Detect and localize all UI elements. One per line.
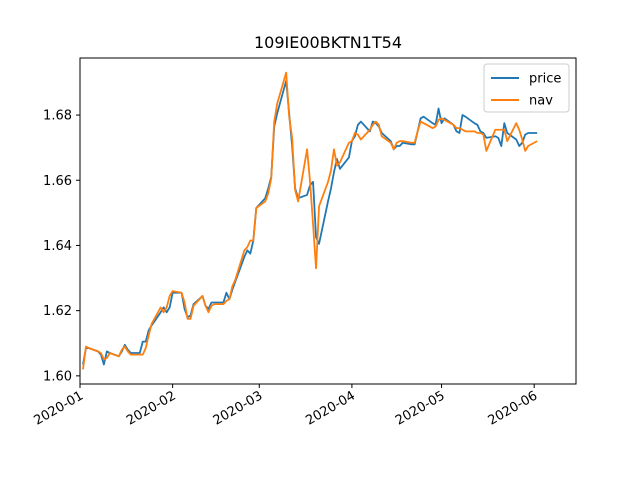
legend-label-price: price [529, 72, 561, 87]
series-line-nav [82, 71, 538, 370]
y-tick-label: 1.62 [43, 304, 72, 319]
axes-frame [79, 57, 577, 385]
y-tick-label: 1.66 [43, 174, 72, 189]
chart-title: 109IE00BKTN1T54 [254, 33, 402, 52]
legend-label-nav: nav [529, 94, 553, 109]
y-tick-label: 1.60 [43, 369, 72, 384]
y-tick-label: 1.68 [43, 109, 72, 124]
y-tick-label: 1.64 [43, 239, 72, 254]
